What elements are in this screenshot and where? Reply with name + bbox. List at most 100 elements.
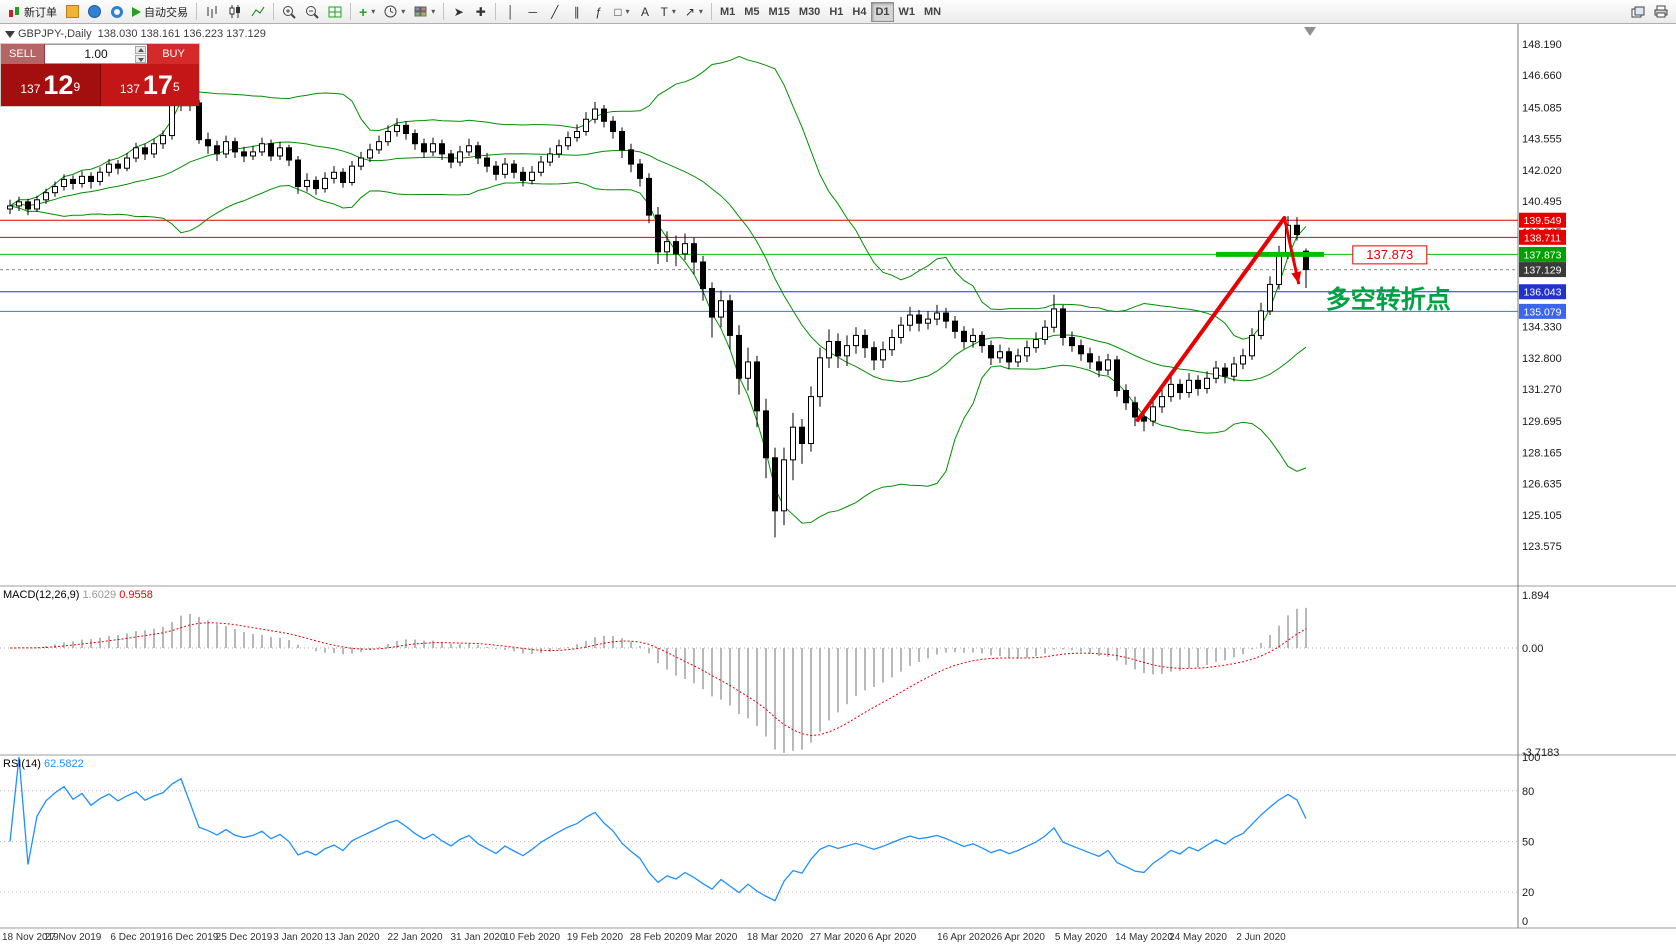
timeframe-button-w1[interactable]: W1 [895, 2, 920, 22]
volume-down-button[interactable] [135, 55, 146, 63]
timeframes-group: M1 M5 M15 M30 H1 H4 D1 W1 MN [716, 1, 945, 22]
autotrading-button[interactable]: 自动交易 [128, 2, 192, 22]
bar-chart-button[interactable] [201, 2, 223, 22]
trendline-button[interactable]: ╱ [544, 2, 565, 22]
trend-arrow-line[interactable] [1135, 215, 1287, 423]
horizontal-price-lines[interactable] [0, 219, 1518, 312]
timeframe-button-m15[interactable]: M15 [765, 2, 794, 22]
line-chart-button[interactable] [247, 2, 269, 22]
community-button[interactable] [106, 2, 127, 22]
price-line-label-box [1519, 303, 1566, 319]
ask-prefix: 137 [119, 82, 140, 96]
zoom-out-icon [306, 5, 319, 19]
cursor-button[interactable]: ➤ [448, 2, 469, 22]
market-button[interactable] [62, 2, 83, 22]
new-order-button[interactable]: 新订单 [4, 2, 61, 22]
cursor-icon: ➤ [453, 4, 464, 19]
zoom-out-button[interactable] [301, 2, 323, 22]
chevron-down-icon: ▾ [401, 7, 406, 16]
ask-big: 17 [142, 69, 173, 100]
vertical-line-button[interactable]: │ [500, 2, 521, 22]
price-callout-box[interactable] [1352, 245, 1428, 265]
candles [7, 48, 1309, 538]
crosshair-icon: ✚ [475, 4, 486, 19]
timeframe-button-d1[interactable]: D1 [871, 1, 894, 22]
fibonacci-button[interactable]: ƒ [588, 2, 609, 22]
price-axis-label: 143.555 [1522, 134, 1562, 146]
date-axis-label: 10 Feb 2020 [504, 932, 561, 943]
ask-price[interactable]: 137 17 5 [99, 64, 199, 106]
rsi-scale-label: 50 [1522, 837, 1534, 849]
macd-signal-line [9, 622, 1307, 737]
signals-button[interactable] [84, 2, 105, 22]
date-axis-label: 9 Mar 2020 [687, 932, 738, 943]
text-label-button[interactable]: T ▾ [657, 2, 680, 22]
price-line-label-box [1519, 212, 1566, 228]
crosshair-button[interactable]: ✚ [470, 2, 491, 22]
buy-button[interactable]: BUY [147, 44, 199, 64]
date-axis-label: 31 Jan 2020 [450, 932, 505, 943]
text-button[interactable]: A [635, 2, 656, 22]
grid-button[interactable] [324, 2, 346, 22]
date-axis-label: 3 Jan 2020 [273, 932, 323, 943]
macd-signal-value: 0.9558 [119, 589, 153, 601]
turning-point-annotation[interactable]: 多空转折点 [1326, 285, 1451, 314]
price-line-label-box [1519, 284, 1566, 300]
chevron-down-icon: ▾ [698, 7, 703, 16]
bid-price[interactable]: 137 12 9 [1, 64, 100, 106]
annotations[interactable]: 137.873 多空转折点 [1135, 27, 1451, 423]
print-button[interactable] [1650, 2, 1672, 22]
periods-button[interactable]: ▾ [380, 2, 409, 22]
vertical-line-icon: │ [506, 4, 515, 19]
bollinger-upper [9, 55, 1307, 340]
signals-icon [88, 5, 101, 18]
chevron-down-icon: ▾ [625, 7, 630, 16]
sell-button[interactable]: SELL [1, 44, 45, 64]
macd-scale-label: -3.7183 [1522, 747, 1559, 759]
trade-panel-toggle[interactable] [5, 31, 15, 38]
arrows-icon: ↗ [684, 4, 695, 19]
drawing-tools-group: ➤ ✚ │ ─ ╱ ∥ ƒ □ ▾ A T ▾ ↗ ▾ [448, 2, 707, 22]
volume-up-button[interactable] [135, 46, 146, 54]
timeframe-button-m5[interactable]: M5 [740, 2, 763, 22]
price-axis-label: 129.695 [1522, 416, 1562, 428]
date-axis-label: 14 May 2020 [1115, 932, 1173, 943]
timeframe-button-h4[interactable]: H4 [848, 2, 870, 22]
equidistant-channel-button[interactable]: ∥ [566, 2, 587, 22]
price-scale[interactable]: 148.190 146.660 145.085 143.555 142.020 140.4… [1519, 39, 1566, 553]
rsi-name: RSI(14) [3, 758, 41, 770]
shapes-button[interactable]: □ ▾ [610, 2, 633, 22]
fibonacci-icon: ƒ [595, 4, 603, 19]
timeframe-button-m30[interactable]: M30 [795, 2, 824, 22]
timeframe-button-m1[interactable]: M1 [716, 2, 739, 22]
arrows-button[interactable]: ↗ ▾ [681, 2, 707, 22]
windows-button[interactable] [1627, 2, 1649, 22]
volume-input[interactable]: 1.00 [45, 44, 147, 64]
timeframe-button-mn[interactable]: MN [920, 2, 945, 22]
rsi-indicator-label: RSI(14) 62.5822 [3, 758, 84, 770]
horizontal-line-button[interactable]: ─ [522, 2, 543, 22]
price-axis-label: 131.270 [1522, 384, 1562, 396]
indicators-button[interactable]: + ▾ [355, 2, 379, 22]
date-axis-label: 24 May 2020 [1169, 932, 1227, 943]
equidistant-channel-icon: ∥ [573, 4, 580, 19]
macd-scale-label: 1.894 [1522, 590, 1550, 602]
line-chart-icon [251, 6, 265, 17]
main-toolbar: 新订单 自动交易 + ▾ [0, 0, 1676, 24]
templates-button[interactable]: ▾ [410, 2, 439, 22]
date-axis-label: 22 Jan 2020 [387, 932, 442, 943]
price-axis-label: 146.660 [1522, 70, 1562, 82]
timeframe-button-h1[interactable]: H1 [825, 2, 847, 22]
zoom-in-button[interactable] [278, 2, 300, 22]
price-line-label-box [1519, 246, 1566, 262]
toolbar-separator [710, 3, 712, 20]
horizontal-line-icon: ─ [528, 4, 537, 19]
chart-shift-marker[interactable] [1304, 27, 1316, 36]
bid-sup: 9 [73, 80, 81, 94]
date-axis-label: 16 Dec 2019 [162, 932, 219, 943]
candlestick-chart-button[interactable] [224, 2, 246, 22]
autotrading-play-icon [132, 6, 141, 17]
